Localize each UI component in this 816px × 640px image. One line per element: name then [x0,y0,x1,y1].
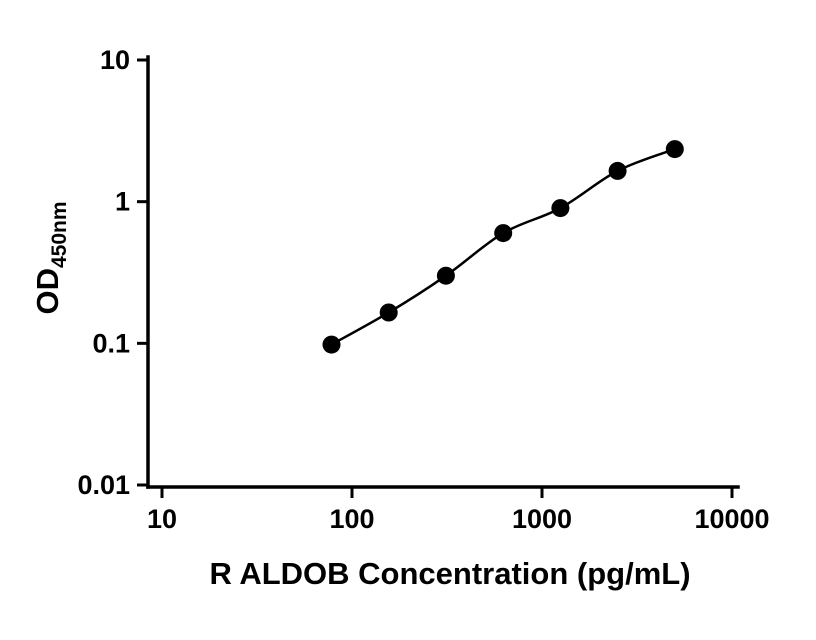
x-tick-label: 1000 [512,504,572,534]
y-axis-title-main: OD [30,268,65,315]
y-tick-label: 0.01 [77,470,130,500]
data-point [322,335,341,354]
axes [146,55,740,489]
y-tick-label: 0.1 [92,328,130,358]
x-tick-label: 10000 [694,504,769,534]
x-tick-label: 10 [147,504,177,534]
data-point [436,266,455,285]
tick-marks [137,58,734,498]
y-tick-label: 10 [100,45,130,75]
x-axis-title: R ALDOB Concentration (pg/mL) [209,556,690,591]
x-tick-label: 100 [329,504,374,534]
data-point [551,199,570,218]
series-group [322,140,684,354]
y-tick-label: 1 [115,187,130,217]
y-axis-title: OD450nm [30,201,71,314]
tick-labels: 10 100 1000 10000 0.01 0.1 1 10 [77,45,769,534]
data-point [608,161,627,180]
y-axis-title-sub: 450nm [48,201,71,268]
data-point [494,224,513,243]
data-point [665,140,684,159]
data-point [379,303,398,322]
